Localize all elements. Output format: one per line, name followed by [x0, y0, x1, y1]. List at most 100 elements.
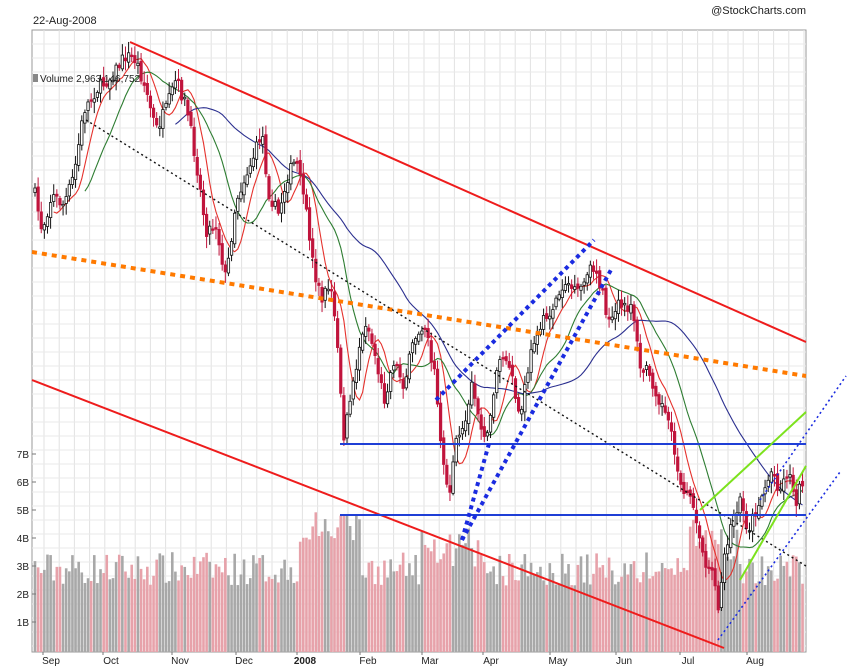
candle-body: [114, 64, 118, 82]
volume-bar: [560, 553, 564, 652]
volume-bar: [511, 562, 514, 652]
volume-bar: [738, 564, 742, 652]
volume-bar: [439, 559, 442, 652]
volume-bar: [152, 575, 155, 652]
volume-bar: [302, 537, 305, 652]
blue-rising-lower-line: [460, 267, 614, 541]
candle-body: [710, 567, 714, 571]
volume-bar: [461, 544, 464, 652]
brand-label: @StockCharts.com: [711, 5, 806, 17]
candle-body: [663, 405, 667, 413]
volume-bar: [579, 556, 583, 652]
volume-bar: [592, 573, 595, 652]
volume-bar: [326, 531, 330, 652]
green-upper-line: [699, 411, 807, 511]
volume-bar: [766, 566, 770, 652]
candle-body: [619, 299, 624, 308]
volume-bar: [161, 555, 165, 652]
volume-bar: [124, 571, 127, 652]
volume-bar: [348, 526, 352, 652]
candle-body: [495, 370, 499, 394]
volume-bar: [149, 584, 152, 652]
volume-bar: [445, 543, 449, 652]
volume-bar: [601, 565, 605, 652]
candle-body: [189, 111, 193, 126]
volume-bar: [554, 584, 558, 652]
volume-bar: [192, 556, 196, 652]
candle-body: [242, 182, 246, 196]
candle-body: [797, 483, 802, 505]
candle-body: [39, 211, 43, 230]
candle-body: [261, 136, 265, 145]
volume-bar: [33, 561, 37, 652]
volume-bar: [598, 567, 602, 652]
candle-body: [432, 360, 436, 370]
volume-bar: [470, 548, 474, 652]
candle-body: [360, 333, 365, 351]
candle-body: [691, 493, 695, 508]
volume-bar: [732, 556, 736, 652]
ma-long-line: [175, 107, 803, 506]
volume-bar: [336, 527, 339, 652]
candle-body: [102, 77, 106, 87]
candle-body: [108, 79, 112, 90]
candle-body: [504, 356, 508, 362]
volume-bar: [482, 562, 486, 652]
candle-body: [180, 79, 184, 101]
volume-bar: [539, 566, 542, 652]
candle-body: [139, 61, 143, 82]
volume-bar: [389, 559, 392, 652]
candle-body: [105, 83, 109, 87]
volume-bars: [33, 512, 804, 652]
candle-body: [136, 62, 140, 67]
candle-body: [510, 364, 514, 377]
volume-bar: [361, 575, 364, 652]
candle-body: [357, 346, 362, 371]
candle-body: [248, 165, 252, 174]
candle-body: [111, 79, 115, 83]
volume-bar: [49, 555, 52, 652]
candle-body: [289, 163, 293, 185]
volume-bar: [448, 534, 452, 652]
candle-body: [192, 126, 196, 156]
volume-bar: [220, 572, 224, 652]
candle-body: [454, 438, 458, 463]
candle-body: [254, 141, 259, 160]
candle-body: [373, 343, 377, 357]
volume-bar: [408, 563, 411, 652]
volume-bar: [114, 562, 118, 652]
volume-bar: [311, 526, 314, 652]
volume-bar: [273, 574, 277, 652]
candle-body: [42, 224, 46, 231]
volume-bar: [286, 579, 290, 652]
volume-bar: [258, 557, 261, 652]
volume-bar: [117, 554, 121, 652]
candle-body: [223, 264, 227, 273]
volume-bar: [486, 573, 489, 652]
volume-bar: [663, 568, 667, 652]
candle-body: [488, 414, 493, 433]
volume-bar: [651, 576, 655, 652]
candle-body: [669, 422, 674, 432]
volume-bar: [707, 557, 711, 652]
candle-body: [279, 202, 284, 214]
volume-bar: [224, 557, 227, 652]
volume-bar: [89, 580, 93, 652]
green-lower-line: [739, 465, 807, 581]
volume-bar: [673, 574, 676, 652]
volume-bar: [36, 567, 40, 652]
candle-body: [267, 176, 271, 200]
volume-bar: [595, 553, 598, 652]
candle-body: [648, 365, 652, 376]
candle-body: [791, 474, 795, 492]
volume-bar: [542, 580, 545, 652]
volume-bar: [383, 560, 386, 652]
candle-body: [33, 187, 37, 193]
volume-bar: [773, 580, 776, 652]
candle-body: [89, 99, 93, 102]
candle-body: [694, 509, 699, 524]
candle-body: [582, 281, 586, 286]
volume-bar: [520, 564, 524, 652]
candle-body: [304, 194, 309, 210]
